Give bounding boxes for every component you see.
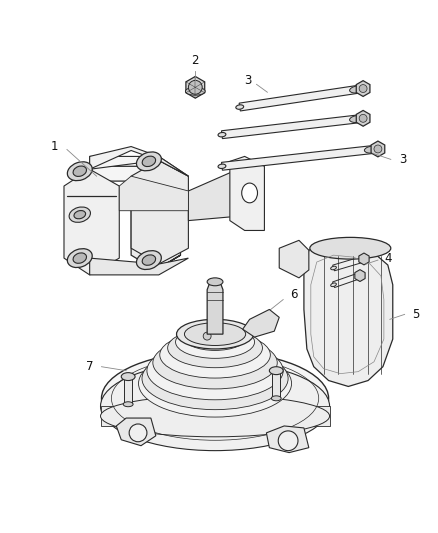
Text: 6: 6: [290, 288, 298, 301]
Ellipse shape: [67, 162, 92, 181]
Polygon shape: [272, 370, 280, 398]
Polygon shape: [371, 141, 385, 157]
Ellipse shape: [67, 249, 92, 268]
Ellipse shape: [207, 278, 223, 286]
Ellipse shape: [184, 323, 246, 345]
Ellipse shape: [242, 183, 258, 203]
Polygon shape: [117, 418, 156, 446]
Polygon shape: [332, 274, 357, 288]
Ellipse shape: [102, 351, 328, 445]
Polygon shape: [222, 146, 374, 170]
Polygon shape: [90, 156, 188, 176]
Polygon shape: [188, 166, 265, 221]
Circle shape: [203, 332, 211, 340]
Circle shape: [359, 85, 367, 93]
Ellipse shape: [350, 85, 367, 93]
Text: 4: 4: [384, 252, 392, 264]
Ellipse shape: [101, 395, 329, 437]
Ellipse shape: [137, 152, 161, 171]
Polygon shape: [186, 76, 205, 98]
Polygon shape: [131, 160, 188, 264]
Ellipse shape: [331, 266, 336, 270]
Ellipse shape: [101, 362, 329, 450]
Polygon shape: [207, 282, 223, 334]
Ellipse shape: [184, 324, 247, 350]
Text: 1: 1: [50, 140, 58, 153]
Polygon shape: [64, 169, 119, 275]
Polygon shape: [124, 377, 132, 404]
Ellipse shape: [142, 348, 288, 410]
Text: 5: 5: [412, 308, 419, 321]
Ellipse shape: [121, 373, 135, 381]
Ellipse shape: [142, 255, 155, 265]
Polygon shape: [333, 257, 361, 271]
Polygon shape: [279, 240, 309, 278]
Polygon shape: [90, 258, 188, 275]
Text: 3: 3: [399, 153, 406, 166]
Polygon shape: [222, 115, 359, 139]
Circle shape: [359, 115, 367, 122]
Ellipse shape: [218, 164, 226, 168]
Ellipse shape: [176, 326, 254, 358]
Polygon shape: [92, 166, 180, 196]
Polygon shape: [355, 270, 365, 281]
Polygon shape: [356, 80, 370, 96]
Ellipse shape: [73, 166, 86, 176]
Polygon shape: [90, 147, 188, 176]
Ellipse shape: [218, 133, 226, 137]
Ellipse shape: [310, 237, 391, 259]
Circle shape: [129, 424, 147, 442]
Polygon shape: [92, 255, 180, 270]
Polygon shape: [230, 156, 265, 230]
Ellipse shape: [331, 283, 336, 287]
Polygon shape: [359, 253, 369, 265]
Polygon shape: [67, 181, 117, 270]
Polygon shape: [356, 110, 370, 126]
Ellipse shape: [137, 251, 161, 270]
Ellipse shape: [236, 105, 244, 109]
Ellipse shape: [69, 207, 91, 222]
Ellipse shape: [123, 402, 133, 407]
Ellipse shape: [168, 328, 262, 368]
Ellipse shape: [73, 253, 86, 263]
Polygon shape: [131, 181, 180, 270]
Ellipse shape: [147, 342, 283, 400]
Ellipse shape: [177, 319, 254, 349]
Polygon shape: [304, 243, 393, 386]
Circle shape: [278, 431, 298, 450]
Ellipse shape: [269, 367, 283, 375]
Circle shape: [374, 145, 382, 153]
Ellipse shape: [364, 146, 381, 153]
Ellipse shape: [185, 87, 205, 95]
Polygon shape: [239, 85, 359, 111]
Polygon shape: [243, 310, 279, 337]
Text: 2: 2: [191, 54, 199, 67]
Ellipse shape: [350, 115, 367, 123]
Ellipse shape: [153, 337, 277, 389]
Polygon shape: [101, 406, 329, 426]
Polygon shape: [119, 176, 188, 211]
Ellipse shape: [138, 350, 292, 417]
Ellipse shape: [160, 332, 270, 378]
Polygon shape: [266, 426, 309, 453]
Text: 3: 3: [244, 74, 251, 87]
Ellipse shape: [142, 156, 155, 166]
Text: 7: 7: [86, 360, 93, 373]
Circle shape: [188, 80, 202, 94]
Ellipse shape: [271, 396, 281, 401]
Ellipse shape: [74, 211, 85, 219]
